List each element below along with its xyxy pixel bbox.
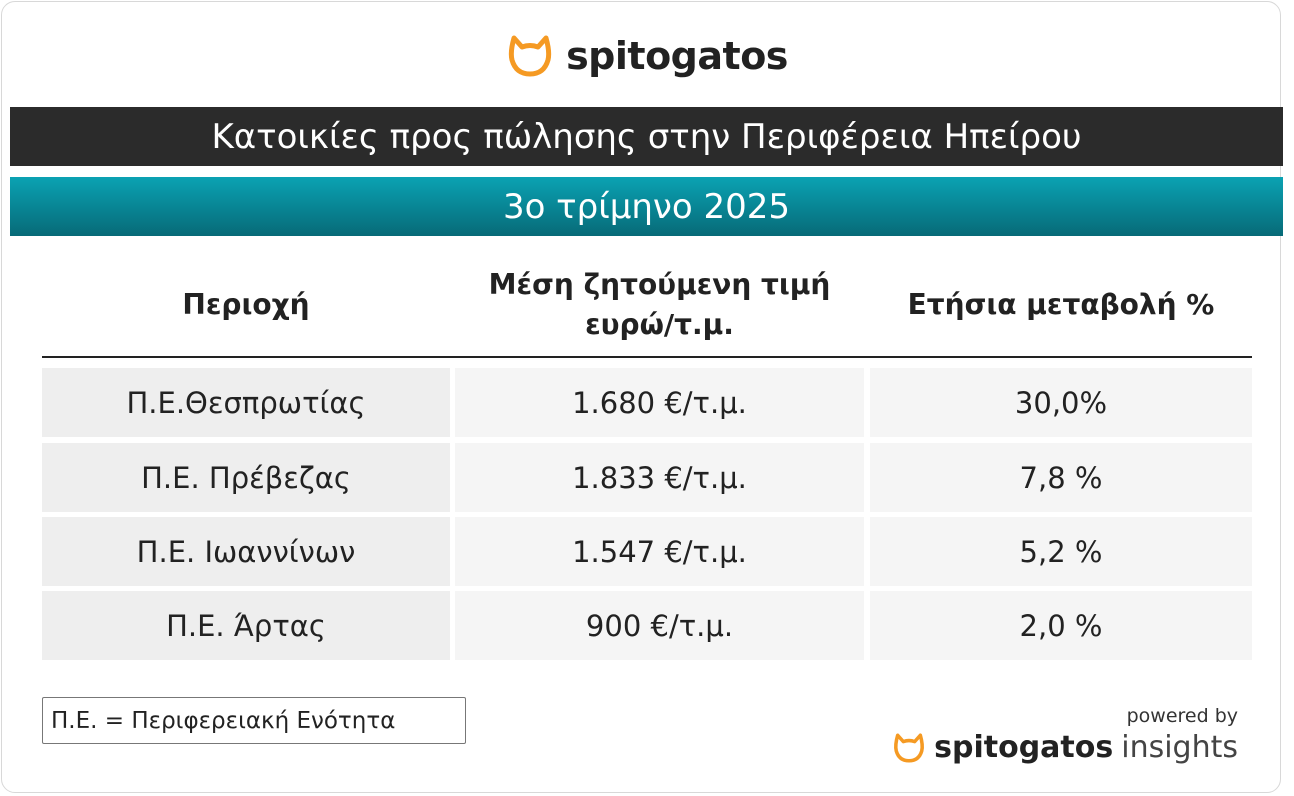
table-cell: Π.Ε. Πρέβεζας <box>42 443 450 512</box>
table-cell: Π.Ε. Άρτας <box>42 591 450 660</box>
table-cell: 1.547 €/τ.μ. <box>455 517 864 586</box>
footer-logo: spitogatos insights <box>892 730 1238 765</box>
footer-brand: spitogatos <box>934 730 1114 765</box>
table-cell: 1.833 €/τ.μ. <box>455 443 864 512</box>
column-header-line: ευρώ/τ.μ. <box>585 308 734 341</box>
cat-icon <box>508 35 552 77</box>
table-cell: 7,8 % <box>870 443 1252 512</box>
column-header-line: Ετήσια μεταβολή % <box>907 288 1215 321</box>
table-cell: 5,2 % <box>870 517 1252 586</box>
table-cell: 1.680 €/τ.μ. <box>455 368 864 437</box>
footer-product: insights <box>1121 730 1238 765</box>
header-rule <box>42 356 1252 358</box>
table-cell: Π.Ε. Ιωαννίνων <box>42 517 450 586</box>
logo: spitogatos <box>0 34 1294 78</box>
column-header-line: Περιοχή <box>182 288 310 321</box>
subtitle: 3ο τρίμηνο 2025 <box>10 177 1283 236</box>
column-header: Περιοχή <box>42 255 450 355</box>
column-header: Μέση ζητούμενη τιμή ευρώ/τ.μ. <box>455 255 864 355</box>
table-cell: 900 €/τ.μ. <box>455 591 864 660</box>
column-header: Ετήσια μεταβολή % <box>870 255 1252 355</box>
brand: spitogatos <box>566 34 788 78</box>
table-cell: 2,0 % <box>870 591 1252 660</box>
footnote: Π.Ε. = Περιφερειακή Ενότητα <box>42 697 466 744</box>
table-cell: 30,0% <box>870 368 1252 437</box>
cat-icon <box>894 732 925 763</box>
column-header-line: Μέση ζητούμενη τιμή <box>488 268 831 301</box>
table-cell: Π.Ε.Θεσπρωτίας <box>42 368 450 437</box>
powered-by: powered by <box>1126 705 1238 727</box>
title: Κατοικίες προς πώλησης στην Περιφέρεια Η… <box>10 107 1283 166</box>
